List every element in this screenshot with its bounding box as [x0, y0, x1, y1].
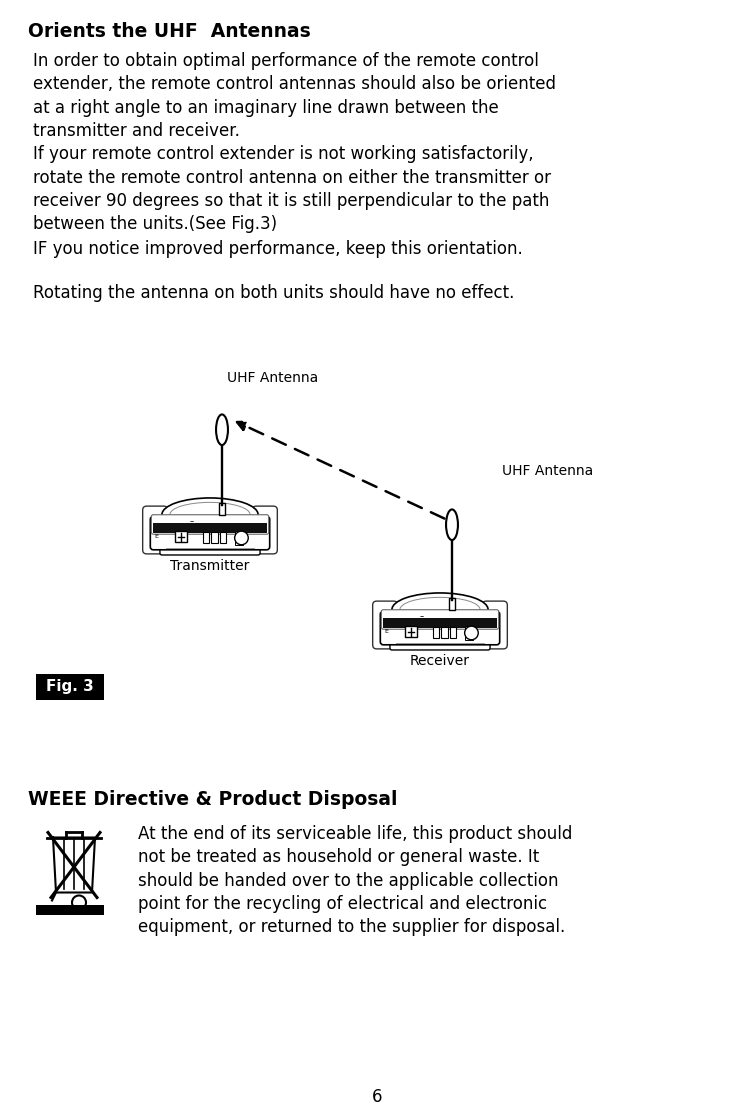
Text: Transmitter: Transmitter — [171, 560, 250, 573]
Text: UHF Antenna: UHF Antenna — [227, 371, 319, 385]
FancyBboxPatch shape — [482, 601, 507, 649]
Bar — [219, 503, 226, 514]
Text: Fig. 3: Fig. 3 — [46, 679, 94, 695]
Text: IF you notice improved performance, keep this orientation.: IF you notice improved performance, keep… — [33, 240, 522, 258]
Ellipse shape — [170, 502, 250, 526]
FancyBboxPatch shape — [381, 612, 500, 645]
FancyBboxPatch shape — [36, 674, 104, 700]
Bar — [220, 532, 226, 543]
Bar — [433, 627, 439, 638]
Text: WEEE Directive & Product Disposal: WEEE Directive & Product Disposal — [28, 790, 397, 808]
Bar — [36, 905, 104, 915]
Text: E: E — [384, 629, 389, 634]
Bar — [235, 531, 243, 545]
Bar — [405, 626, 417, 637]
Text: –: – — [190, 518, 193, 526]
Ellipse shape — [446, 510, 458, 540]
Circle shape — [72, 896, 86, 909]
Circle shape — [235, 531, 248, 545]
Text: At the end of its serviceable life, this product should
not be treated as househ: At the end of its serviceable life, this… — [138, 825, 572, 937]
Bar — [211, 532, 218, 543]
FancyBboxPatch shape — [252, 507, 277, 554]
FancyBboxPatch shape — [151, 514, 269, 534]
FancyBboxPatch shape — [390, 638, 490, 650]
Bar — [175, 531, 186, 542]
Text: 6: 6 — [372, 1088, 383, 1106]
Ellipse shape — [392, 593, 488, 626]
Text: –: – — [420, 613, 424, 622]
FancyBboxPatch shape — [381, 609, 499, 629]
Bar — [441, 627, 448, 638]
Text: Orients the UHF  Antennas: Orients the UHF Antennas — [28, 22, 311, 41]
Text: Receiver: Receiver — [410, 655, 470, 668]
FancyBboxPatch shape — [143, 507, 168, 554]
Ellipse shape — [400, 597, 480, 622]
Text: E: E — [155, 534, 159, 539]
Bar — [202, 532, 209, 543]
Bar — [448, 598, 455, 609]
Bar — [464, 626, 473, 639]
Bar — [450, 627, 457, 638]
Text: In order to obtain optimal performance of the remote control
extender, the remot: In order to obtain optimal performance o… — [33, 52, 556, 233]
FancyBboxPatch shape — [373, 601, 398, 649]
Ellipse shape — [216, 415, 228, 445]
FancyBboxPatch shape — [150, 517, 270, 550]
Text: Rotating the antenna on both units should have no effect.: Rotating the antenna on both units shoul… — [33, 284, 514, 302]
Circle shape — [464, 626, 478, 639]
Ellipse shape — [162, 498, 258, 531]
Bar — [384, 618, 497, 628]
FancyBboxPatch shape — [160, 543, 260, 555]
Bar — [153, 523, 267, 533]
Text: UHF Antenna: UHF Antenna — [502, 465, 593, 478]
